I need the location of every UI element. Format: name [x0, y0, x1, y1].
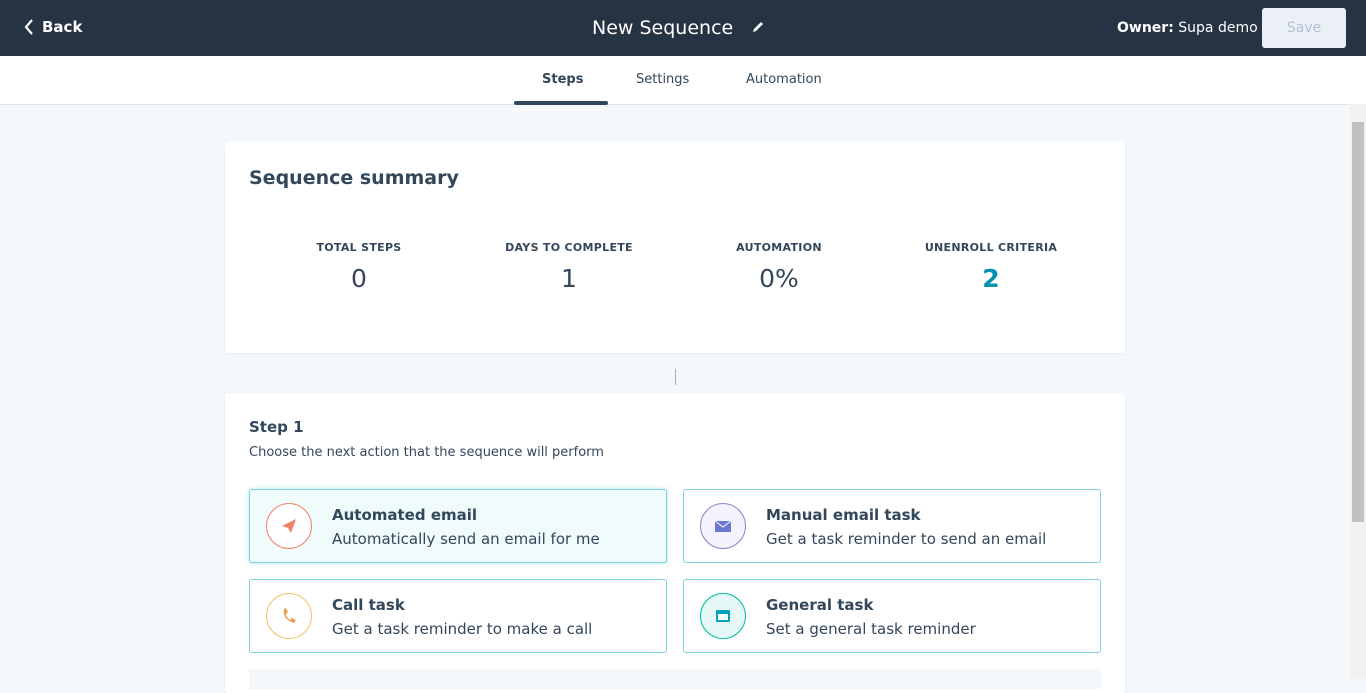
summary-card: Sequence summary TOTAL STEPS 0 DAYS TO CO… [225, 141, 1125, 353]
stat-label: AUTOMATION [736, 241, 822, 254]
stat-label: TOTAL STEPS [316, 241, 402, 254]
stat-value[interactable]: 2 [982, 264, 1000, 293]
option-icon [266, 503, 312, 549]
step-subtitle: Choose the next action that the sequence… [249, 445, 604, 460]
option-description: Get a task reminder to send an email [766, 530, 1047, 548]
stat: DAYS TO COMPLETE 1 [469, 241, 669, 293]
stat-value: 0% [759, 264, 799, 293]
tab-bar: Steps Settings Automation [0, 56, 1366, 105]
option-title: Automated email [332, 506, 478, 524]
option-icon [700, 503, 746, 549]
option[interactable]: General task Set a general task reminder [683, 579, 1101, 653]
option-icon [700, 593, 746, 639]
back-label: Back [42, 18, 83, 36]
stat: TOTAL STEPS 0 [259, 241, 459, 293]
stat-label: DAYS TO COMPLETE [505, 241, 633, 254]
stat: UNENROLL CRITERIA 2 [891, 241, 1091, 293]
option-title: Call task [332, 596, 405, 614]
scrollbar[interactable] [1350, 104, 1366, 679]
step-card: Step 1 Choose the next action that the s… [225, 393, 1125, 693]
owner: Owner: Supa demo [1117, 20, 1258, 36]
more-content [249, 669, 1101, 689]
option[interactable]: Manual email task Get a task reminder to… [683, 489, 1101, 563]
edit-icon[interactable] [751, 20, 765, 34]
stat-label: UNENROLL CRITERIA [924, 241, 1058, 254]
stat-value: 0 [351, 264, 367, 293]
back-button[interactable]: Back [24, 18, 82, 36]
back-icon [24, 19, 33, 35]
option-title: General task [766, 596, 874, 614]
stat: AUTOMATION 0% [679, 241, 879, 293]
option-title: Manual email task [766, 506, 921, 524]
sequence-title: New Sequence [592, 17, 734, 39]
stat-value: 1 [561, 264, 577, 293]
tab[interactable]: Settings [636, 72, 690, 87]
option[interactable]: Automated email Automatically send an em… [249, 489, 667, 563]
option-description: Set a general task reminder [766, 620, 976, 638]
save-button[interactable]: Save [1262, 8, 1346, 48]
summary-title: Sequence summary [249, 167, 459, 189]
tab-indicator [514, 101, 608, 105]
top-bar: Back New Sequence Owner: Supa demo Save [0, 0, 1366, 56]
step-title: Step 1 [249, 418, 304, 436]
scrollbar-thumb[interactable] [1352, 122, 1364, 522]
owner-label: Owner: [1117, 20, 1174, 36]
option-description: Get a task reminder to make a call [332, 620, 593, 638]
tab[interactable]: Steps [542, 72, 584, 87]
page: Back New Sequence Owner: Supa demo Save … [0, 0, 1366, 679]
tab[interactable]: Automation [746, 72, 822, 87]
option-description: Automatically send an email for me [332, 530, 600, 548]
option[interactable]: Call task Get a task reminder to make a … [249, 579, 667, 653]
connector [675, 369, 676, 385]
option-icon [266, 593, 312, 639]
owner-name: Supa demo [1178, 20, 1258, 36]
